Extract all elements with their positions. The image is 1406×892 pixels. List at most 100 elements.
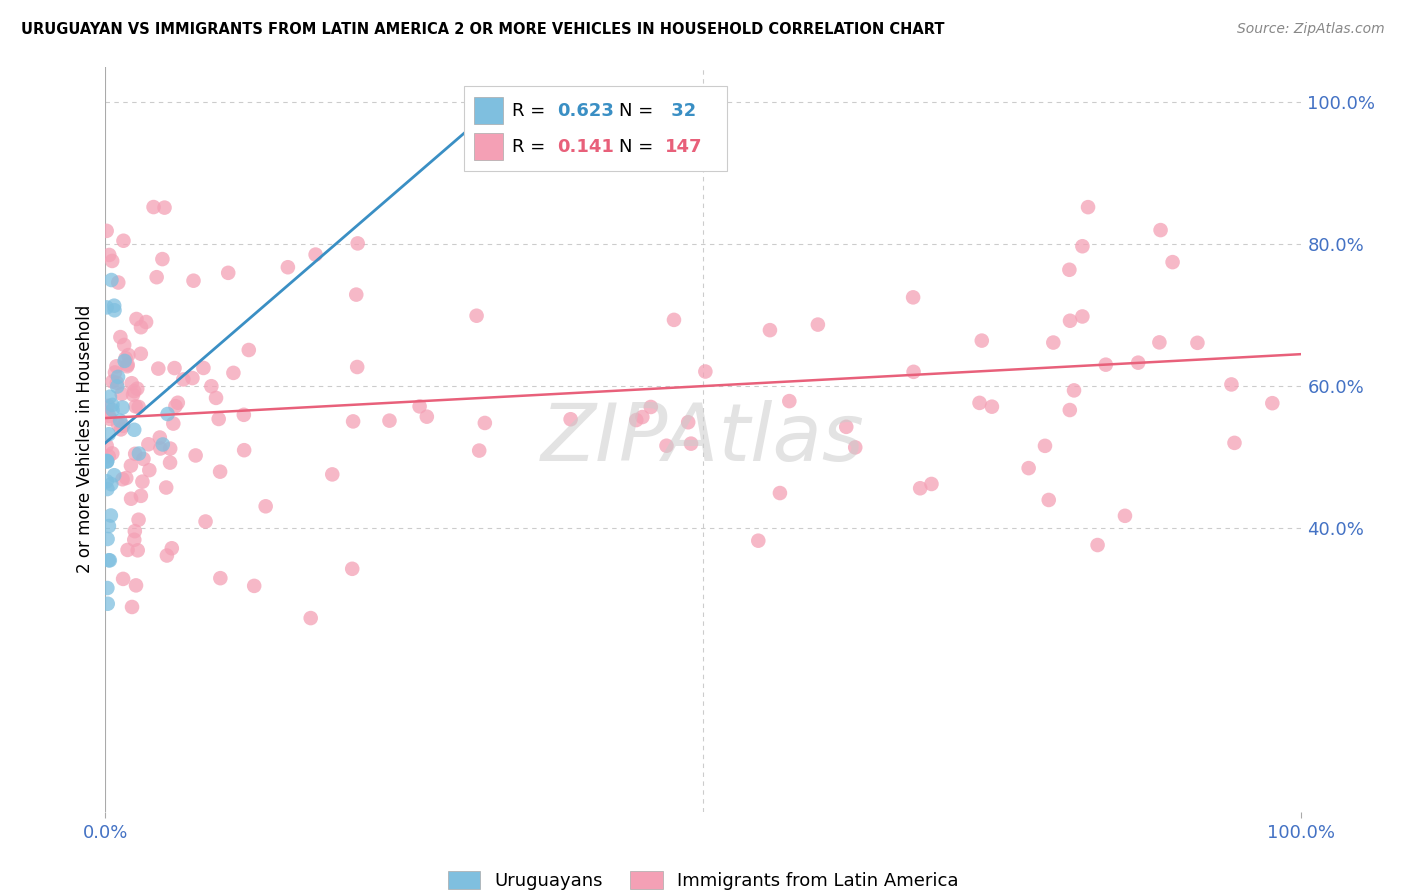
- Point: [1087, 538, 1109, 552]
- Point: [96, 224, 118, 238]
- Point: [96, 439, 118, 453]
- Point: [107, 276, 129, 290]
- Point: [105, 359, 128, 374]
- Point: [159, 442, 181, 456]
- FancyBboxPatch shape: [464, 86, 727, 171]
- Point: [96, 454, 118, 468]
- Point: [145, 270, 167, 285]
- Y-axis label: 2 or more Vehicles in Household: 2 or more Vehicles in Household: [76, 305, 94, 574]
- Point: [662, 313, 685, 327]
- Text: 0.623: 0.623: [557, 102, 614, 120]
- Point: [1033, 439, 1056, 453]
- Point: [1038, 492, 1060, 507]
- Point: [108, 414, 131, 428]
- Point: [111, 472, 134, 486]
- Point: [155, 481, 177, 495]
- Point: [1042, 335, 1064, 350]
- Point: [304, 247, 326, 261]
- Point: [110, 422, 132, 436]
- Point: [129, 347, 152, 361]
- Point: [156, 549, 179, 563]
- Point: [163, 361, 186, 376]
- Text: 32: 32: [665, 102, 696, 120]
- Point: [778, 394, 800, 409]
- Point: [112, 572, 135, 586]
- Point: [1063, 384, 1085, 398]
- Point: [1071, 239, 1094, 253]
- Point: [153, 201, 176, 215]
- Point: [626, 413, 648, 427]
- Text: R =: R =: [512, 137, 551, 155]
- Point: [138, 437, 160, 451]
- Point: [129, 320, 152, 334]
- Point: [111, 401, 134, 415]
- Point: [159, 456, 181, 470]
- Point: [101, 446, 124, 460]
- Point: [1018, 461, 1040, 475]
- Point: [97, 519, 120, 533]
- Point: [124, 533, 146, 547]
- Point: [1149, 335, 1171, 350]
- Point: [172, 372, 194, 386]
- Point: [96, 454, 118, 468]
- Point: [124, 447, 146, 461]
- Point: [468, 443, 491, 458]
- Point: [346, 359, 368, 374]
- Point: [1094, 358, 1116, 372]
- Point: [232, 408, 254, 422]
- Point: [111, 387, 134, 401]
- Point: [759, 323, 782, 337]
- Point: [769, 486, 792, 500]
- Point: [560, 412, 582, 426]
- Point: [103, 468, 125, 483]
- Point: [149, 442, 172, 456]
- Point: [477, 157, 499, 171]
- Point: [96, 475, 118, 489]
- Point: [217, 266, 239, 280]
- Point: [97, 427, 120, 442]
- Point: [1077, 200, 1099, 214]
- Point: [416, 409, 439, 424]
- Point: [205, 391, 228, 405]
- Point: [156, 407, 179, 421]
- Text: 0.141: 0.141: [557, 137, 614, 155]
- Point: [1261, 396, 1284, 410]
- Point: [101, 254, 124, 268]
- Point: [901, 290, 924, 304]
- Point: [107, 369, 129, 384]
- Point: [131, 475, 153, 489]
- Point: [96, 454, 118, 468]
- Point: [100, 477, 122, 491]
- Point: [152, 437, 174, 451]
- Point: [1220, 377, 1243, 392]
- Point: [98, 412, 121, 426]
- Point: [121, 599, 143, 614]
- Point: [631, 410, 654, 425]
- Point: [117, 348, 139, 362]
- Point: [695, 365, 717, 379]
- Point: [208, 412, 231, 426]
- Point: [465, 309, 488, 323]
- Point: [378, 414, 401, 428]
- Point: [346, 236, 368, 251]
- Point: [117, 358, 139, 372]
- Point: [1114, 508, 1136, 523]
- Text: URUGUAYAN VS IMMIGRANTS FROM LATIN AMERICA 2 OR MORE VEHICLES IN HOUSEHOLD CORRE: URUGUAYAN VS IMMIGRANTS FROM LATIN AMERI…: [21, 22, 945, 37]
- Point: [903, 365, 925, 379]
- Point: [138, 463, 160, 477]
- Point: [128, 446, 150, 460]
- Point: [104, 366, 127, 380]
- Point: [474, 416, 496, 430]
- FancyBboxPatch shape: [474, 133, 503, 160]
- Point: [747, 533, 769, 548]
- Point: [193, 360, 215, 375]
- Point: [844, 441, 866, 455]
- Point: [166, 396, 188, 410]
- Point: [344, 287, 367, 301]
- Point: [98, 553, 121, 567]
- Point: [142, 200, 165, 214]
- Point: [1223, 436, 1246, 450]
- Point: [128, 400, 150, 414]
- Point: [100, 273, 122, 287]
- Point: [807, 318, 830, 332]
